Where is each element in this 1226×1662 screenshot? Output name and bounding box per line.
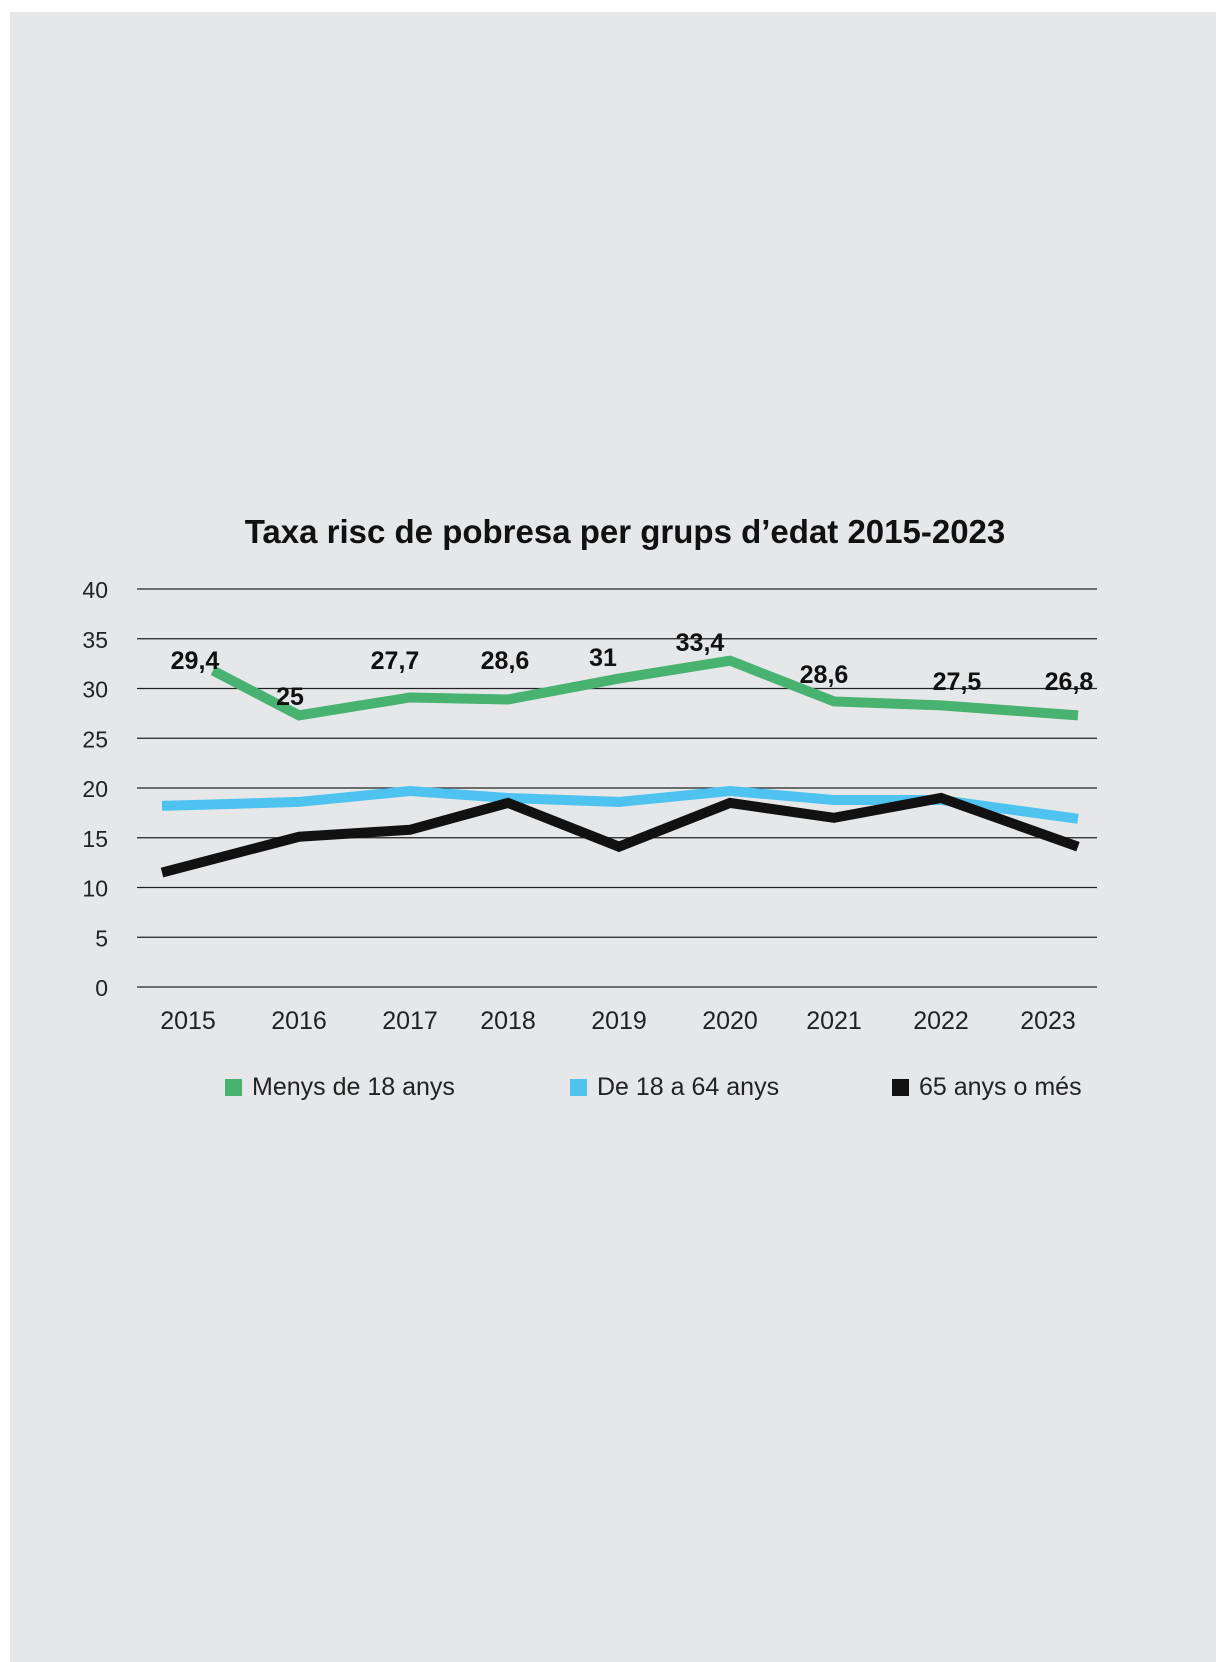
- legend-swatch-65-mes: [892, 1079, 909, 1096]
- series-line-0: [210, 655, 1079, 721]
- y-tick-label-10: 10: [82, 876, 108, 902]
- chart-title: Taxa risc de pobresa per grups d’edat 20…: [244, 513, 1006, 550]
- chart-card: [10, 12, 1216, 1662]
- x-tick-label-2020: 2020: [702, 1007, 758, 1035]
- data-label-menys18-2020: 33,4: [676, 629, 725, 657]
- legend-swatch-menys-18: [225, 1079, 242, 1096]
- y-tick-label-25: 25: [82, 726, 108, 752]
- data-label-menys18-2022: 27,5: [933, 668, 982, 696]
- x-tick-label-2023: 2023: [1020, 1007, 1076, 1035]
- data-label-menys18-2019: 31: [589, 644, 617, 672]
- data-label-menys18-2021: 28,6: [800, 661, 849, 689]
- y-tick-label-5: 5: [95, 925, 108, 951]
- x-tick-label-2019: 2019: [591, 1007, 647, 1035]
- legend-item-18-64: De 18 a 64 anys: [570, 1073, 779, 1102]
- data-label-menys18-2015: 29,4: [171, 647, 220, 675]
- y-tick-label-20: 20: [82, 776, 108, 802]
- legend-item-menys-18: Menys de 18 anys: [225, 1073, 455, 1102]
- y-tick-label-35: 35: [82, 627, 108, 653]
- x-tick-label-2015: 2015: [160, 1007, 216, 1035]
- legend-label-65-mes: 65 anys o més: [919, 1073, 1082, 1101]
- y-tick-label-40: 40: [82, 577, 108, 603]
- data-label-menys18-2016: 25: [276, 683, 304, 711]
- legend-item-65-mes: 65 anys o més: [892, 1073, 1082, 1102]
- legend-swatch-18-64: [570, 1079, 587, 1096]
- data-label-menys18-2018: 28,6: [481, 647, 530, 675]
- data-label-menys18-2023: 26,8: [1045, 668, 1094, 696]
- x-tick-label-2017: 2017: [382, 1007, 438, 1035]
- chart-legend: Menys de 18 anys De 18 a 64 anys 65 anys…: [0, 1073, 1226, 1113]
- legend-label-menys-18: Menys de 18 anys: [252, 1073, 455, 1101]
- x-tick-label-2016: 2016: [271, 1007, 327, 1035]
- data-label-menys18-2017: 27,7: [371, 647, 420, 675]
- y-tick-label-0: 0: [95, 975, 108, 1001]
- y-tick-label-30: 30: [82, 677, 108, 703]
- y-tick-label-15: 15: [82, 826, 108, 852]
- series-line-2: [160, 792, 1080, 878]
- x-tick-label-2018: 2018: [480, 1007, 536, 1035]
- x-tick-label-2021: 2021: [806, 1007, 862, 1035]
- x-tick-label-2022: 2022: [913, 1007, 969, 1035]
- legend-label-18-64: De 18 a 64 anys: [597, 1073, 780, 1101]
